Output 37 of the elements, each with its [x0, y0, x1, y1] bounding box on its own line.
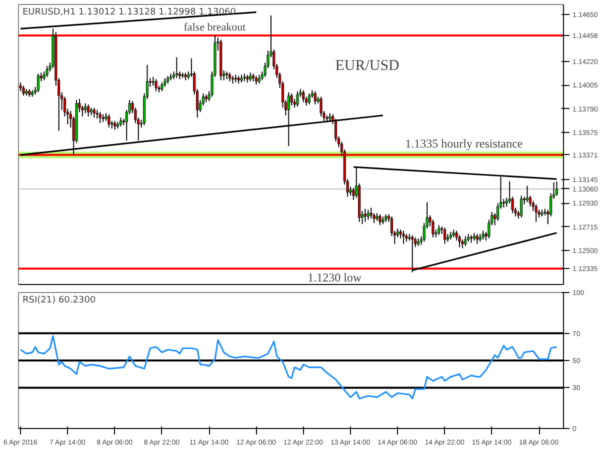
candlestick	[458, 234, 461, 248]
annotation: EUR/USD	[335, 58, 400, 74]
candlestick	[46, 65, 48, 78]
candlestick	[92, 107, 96, 118]
candlestick	[366, 209, 370, 220]
candlestick	[84, 102, 87, 114]
line-series	[20, 335, 558, 400]
candlestick	[290, 92, 293, 106]
candlestick	[534, 204, 538, 222]
candlestick	[364, 208, 367, 222]
candlestick	[402, 230, 405, 244]
candlestick	[520, 195, 523, 218]
band-label: 1.1335 hourly resistance	[405, 136, 523, 151]
annotation: false breakout	[184, 21, 246, 34]
candlestick	[302, 90, 305, 103]
candlestick	[352, 187, 355, 200]
chart-title: RSI(21) 60.2300	[22, 296, 96, 306]
candlestick	[432, 219, 434, 238]
candlestick	[308, 92, 311, 105]
candlestick	[87, 104, 90, 117]
candlestick	[36, 73, 40, 93]
candlestick	[22, 85, 25, 96]
candlestick	[438, 224, 440, 236]
candlestick	[175, 56, 178, 79]
candlestick	[296, 90, 299, 108]
candlestick	[98, 112, 102, 124]
candlestick	[526, 185, 529, 203]
candlestick	[370, 207, 372, 220]
candlestick	[154, 78, 158, 92]
candlestick	[108, 114, 110, 128]
candlestick	[464, 236, 467, 247]
annotation: 1.1230 low	[308, 270, 362, 284]
candlestick	[320, 96, 322, 117]
candlestick	[476, 233, 478, 244]
candlestick	[378, 214, 382, 226]
candlestick	[314, 90, 316, 105]
candlestick	[443, 226, 446, 244]
